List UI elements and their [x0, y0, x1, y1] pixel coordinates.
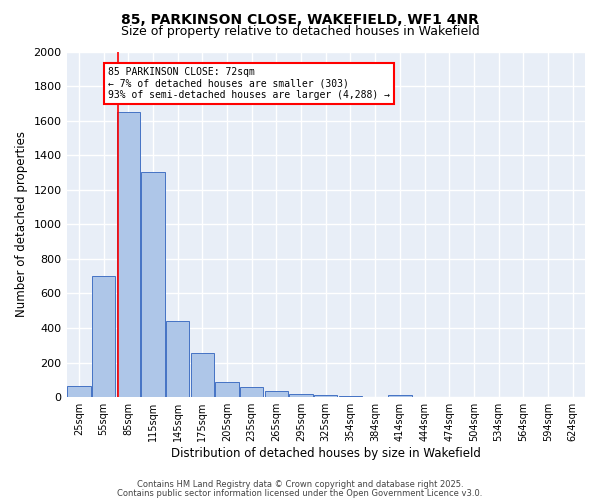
Bar [92, 276, 115, 397]
Bar [413, 396, 436, 397]
Text: Contains public sector information licensed under the Open Government Licence v3: Contains public sector information licen… [118, 488, 482, 498]
Bar [240, 388, 263, 397]
Bar [289, 394, 313, 397]
Text: Size of property relative to detached houses in Wakefield: Size of property relative to detached ho… [121, 25, 479, 38]
Bar [166, 321, 190, 397]
Bar [388, 394, 412, 397]
Bar [314, 396, 337, 397]
Y-axis label: Number of detached properties: Number of detached properties [15, 132, 28, 318]
Bar [116, 112, 140, 397]
Bar [191, 353, 214, 397]
Text: 85 PARKINSON CLOSE: 72sqm
← 7% of detached houses are smaller (303)
93% of semi-: 85 PARKINSON CLOSE: 72sqm ← 7% of detach… [108, 67, 390, 100]
Bar [215, 382, 239, 397]
Bar [265, 391, 288, 397]
Bar [141, 172, 164, 397]
X-axis label: Distribution of detached houses by size in Wakefield: Distribution of detached houses by size … [171, 447, 481, 460]
Bar [339, 396, 362, 397]
Bar [67, 386, 91, 397]
Text: Contains HM Land Registry data © Crown copyright and database right 2025.: Contains HM Land Registry data © Crown c… [137, 480, 463, 489]
Bar [561, 396, 584, 397]
Text: 85, PARKINSON CLOSE, WAKEFIELD, WF1 4NR: 85, PARKINSON CLOSE, WAKEFIELD, WF1 4NR [121, 12, 479, 26]
